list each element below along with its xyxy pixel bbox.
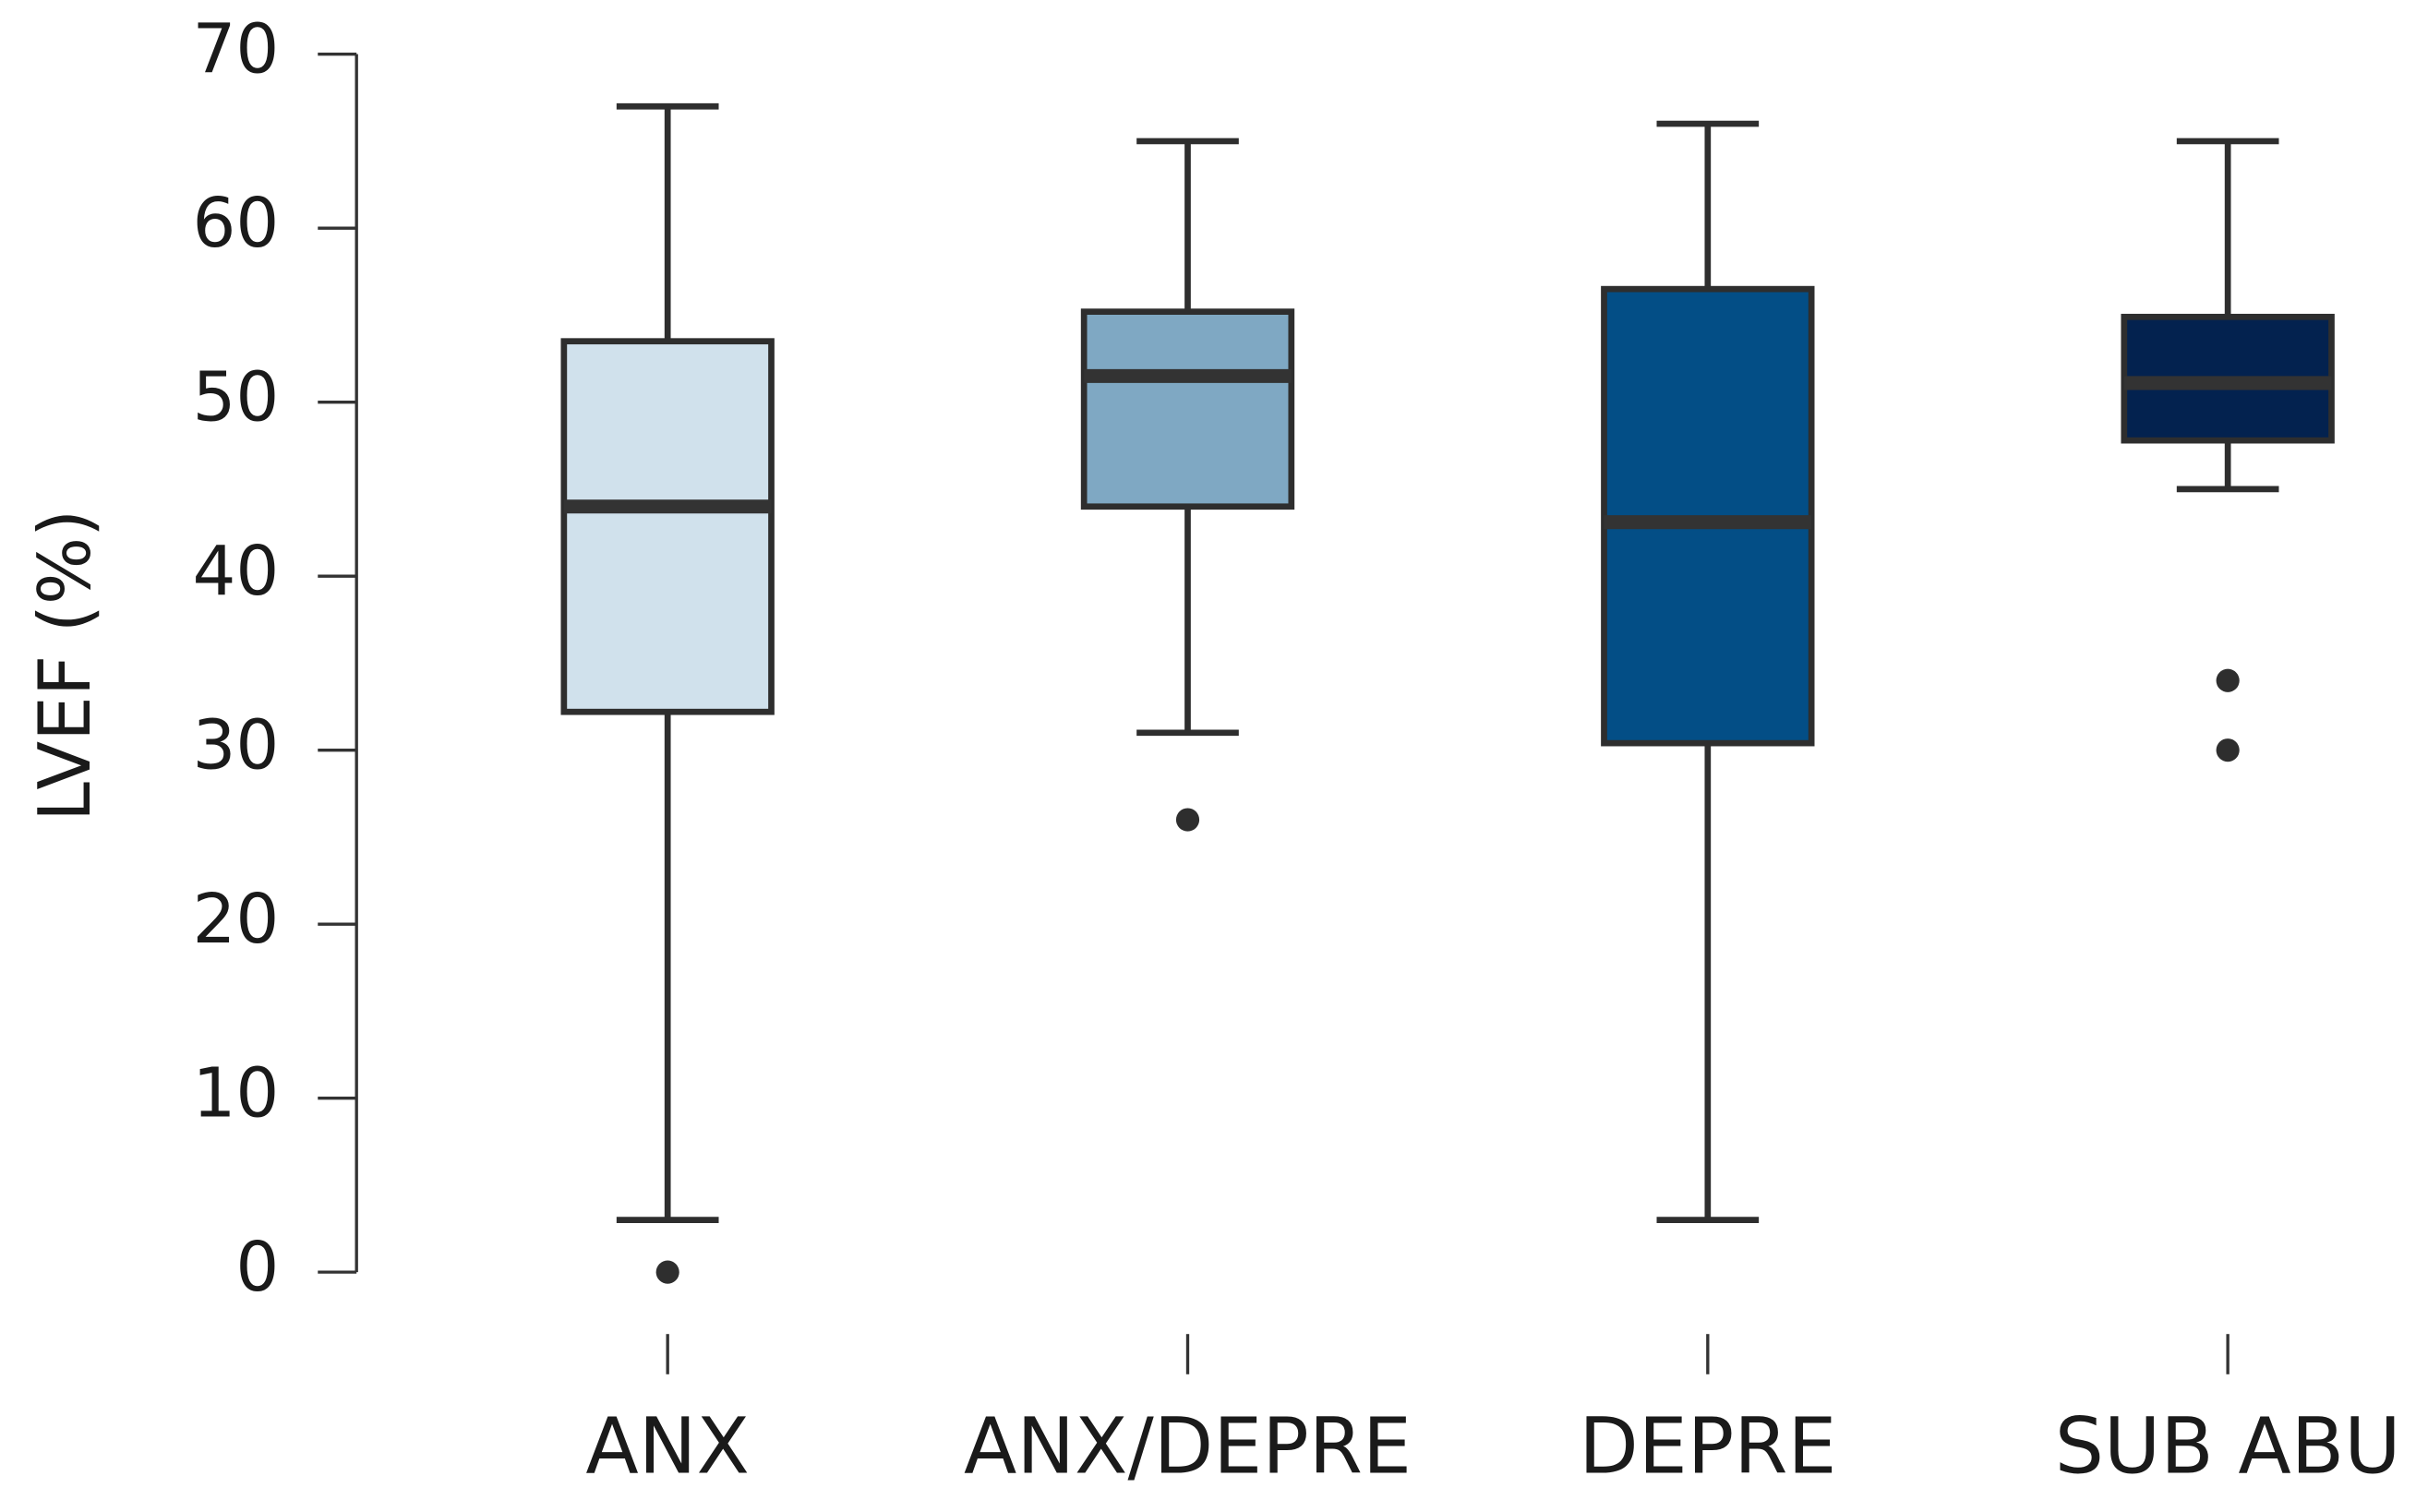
outlier — [2216, 738, 2240, 762]
outlier — [2216, 668, 2240, 692]
x-tick-label: DEPRE — [1579, 1401, 1836, 1492]
y-tick-label: 60 — [192, 185, 279, 263]
y-tick-label: 30 — [192, 707, 279, 786]
outlier — [655, 1260, 679, 1284]
y-tick-label: 40 — [192, 533, 279, 611]
x-tick-label: ANX — [585, 1401, 749, 1492]
box — [560, 338, 775, 715]
y-tick-label: 20 — [192, 881, 279, 959]
y-tick-label: 0 — [235, 1229, 279, 1307]
y-tick-label: 50 — [192, 359, 279, 438]
y-tick-label: 70 — [192, 11, 279, 90]
box — [1080, 308, 1295, 510]
y-tick-label: 10 — [192, 1055, 279, 1134]
x-tick-label: ANX/DEPRE — [964, 1401, 1412, 1492]
y-axis-label: LVEF (%) — [24, 510, 107, 822]
x-tick-label: SUB ABU — [2055, 1401, 2401, 1492]
outlier — [1175, 808, 1200, 832]
